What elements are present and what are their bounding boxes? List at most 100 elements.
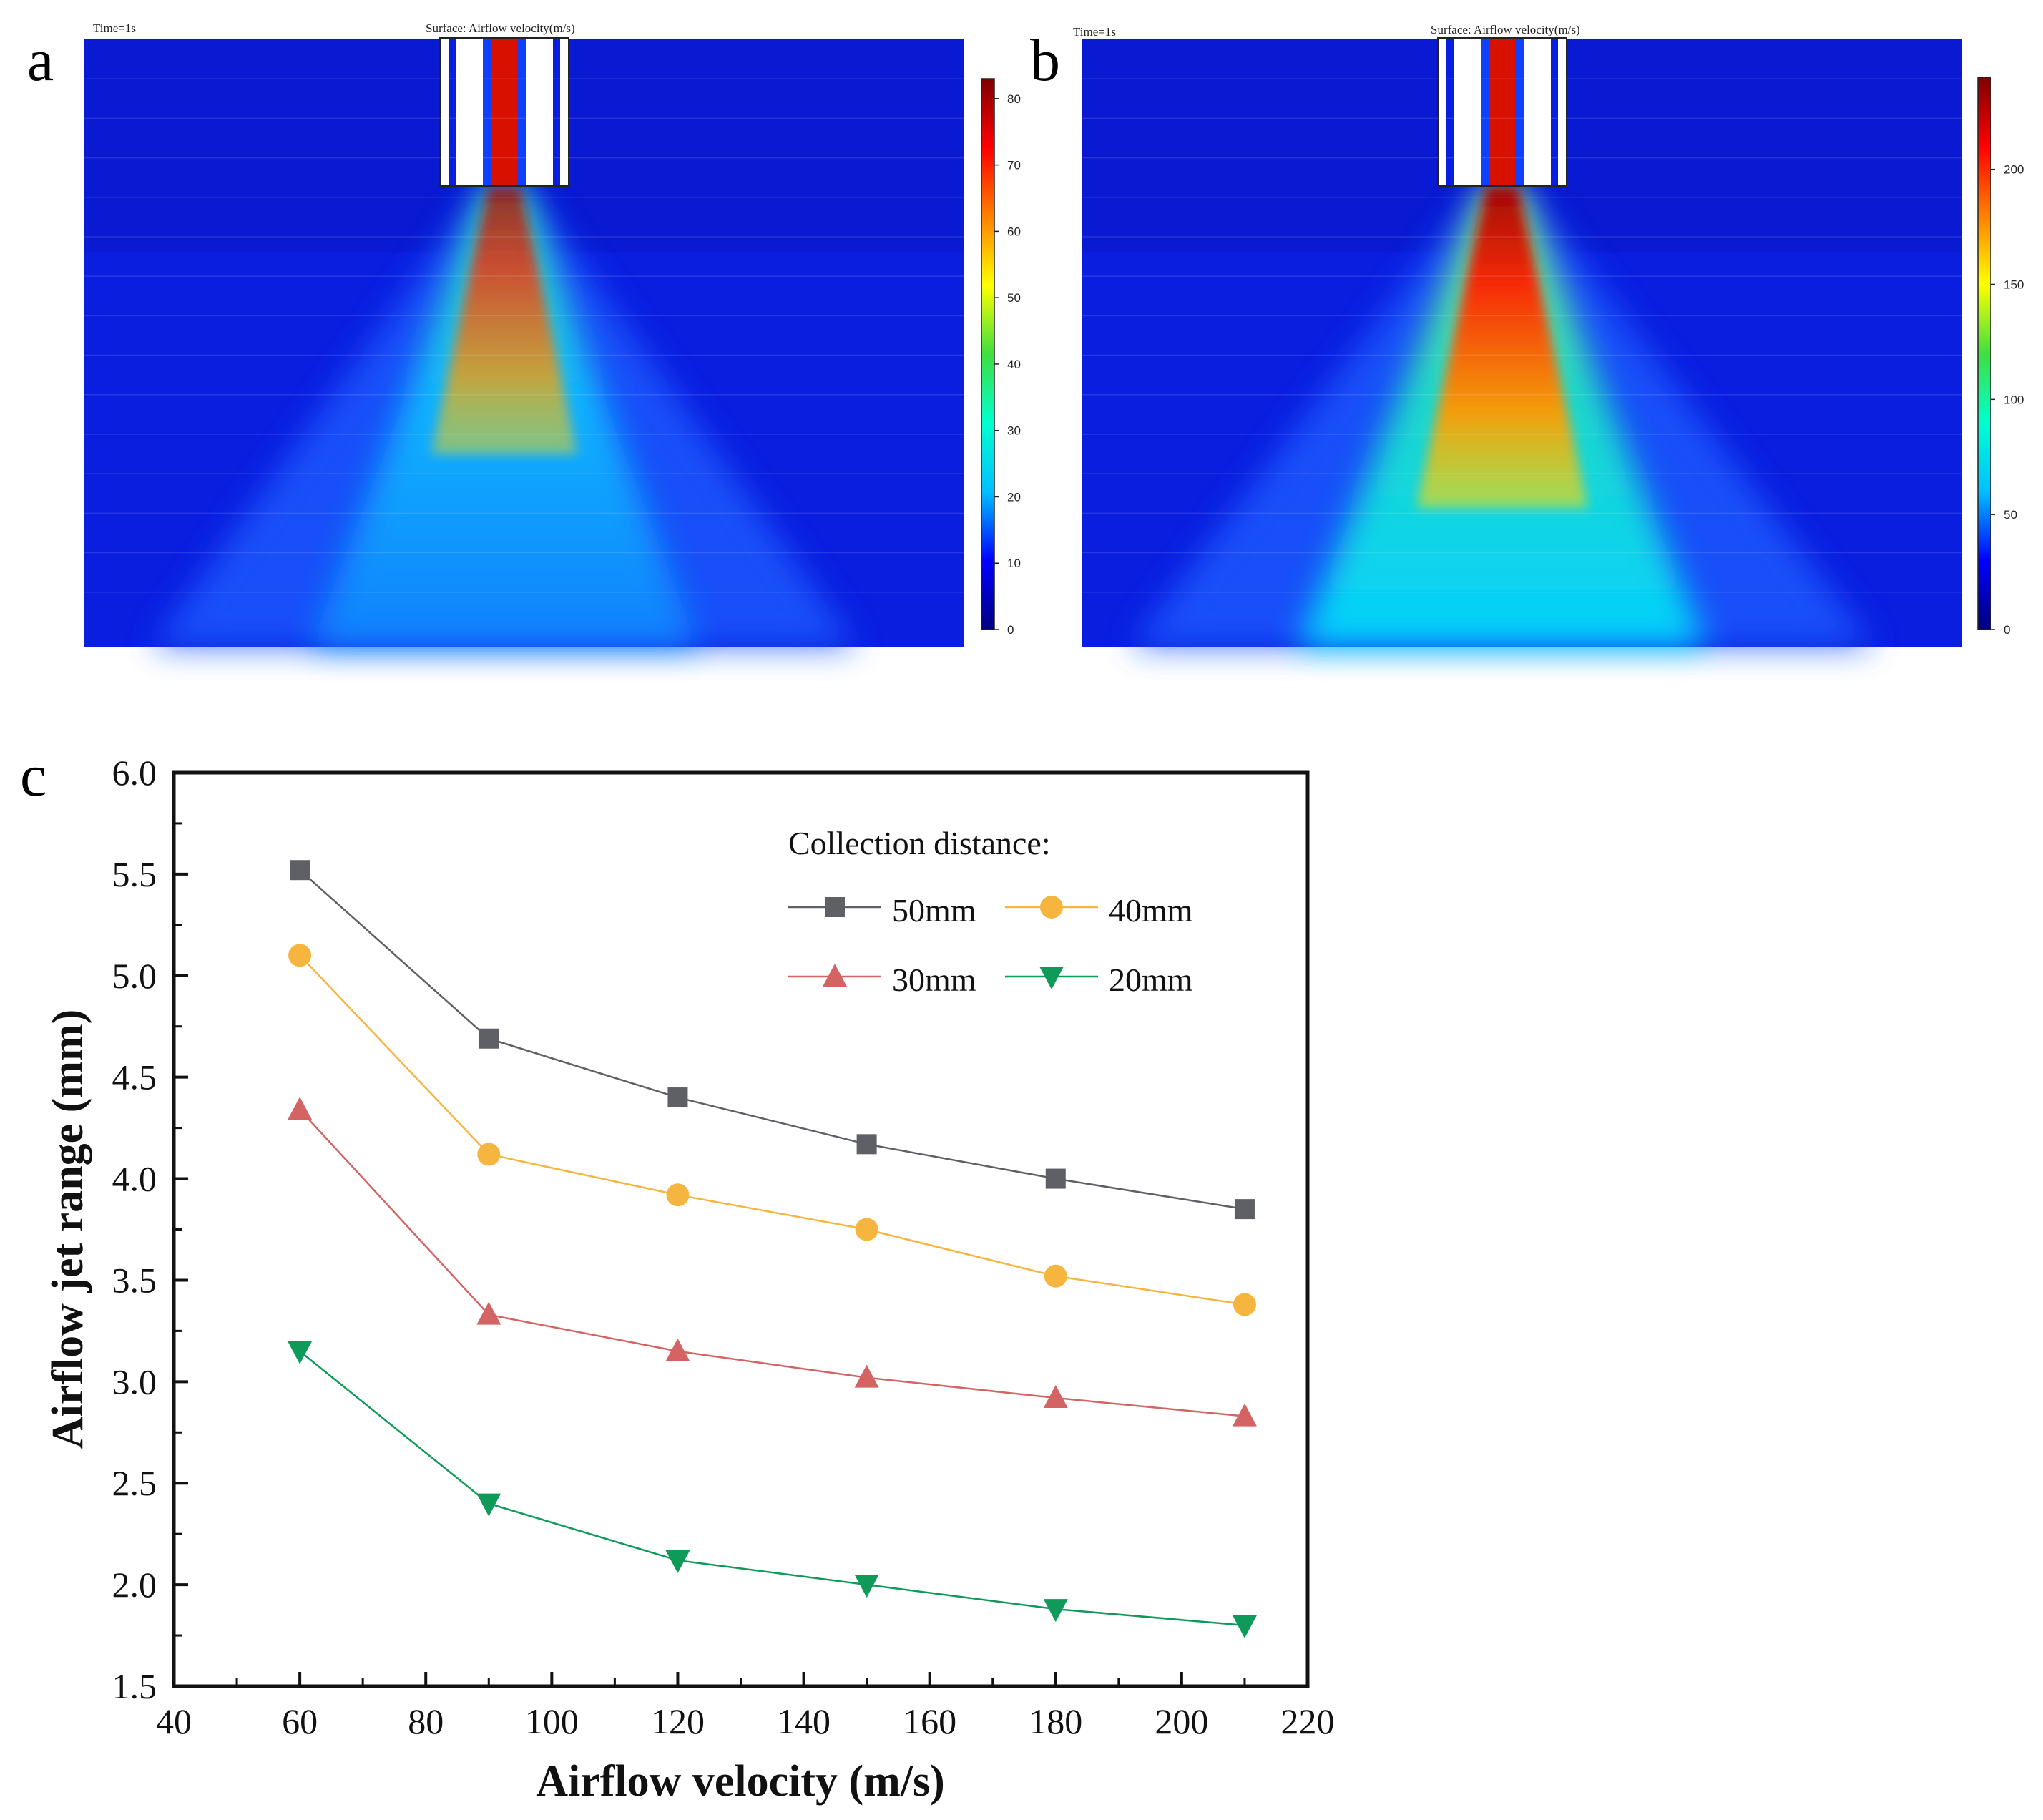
data-point [854,1364,879,1388]
data-point [288,944,312,967]
series-20mm [288,1341,1257,1638]
colorbar-tick-label: 0 [1007,623,1014,637]
data-point [1234,1199,1255,1220]
data-point [1044,1264,1067,1288]
legend-title: Collection distance: [788,825,1051,861]
x-tick-label: 100 [525,1701,579,1741]
surface-label-a: Surface: Airflow velocity(m/s) [426,21,575,35]
data-point [854,1575,879,1598]
data-point [1043,1599,1068,1623]
panel-letter-b: b [1030,27,1060,94]
data-point [290,860,310,881]
series-line [299,869,1245,1210]
y-tick-label: 1.5 [112,1666,157,1706]
legend-item-20mm: 20mm [1005,962,1193,998]
x-tick-label: 160 [903,1701,956,1741]
x-axis-title: Airflow velocity (m/s) [536,1757,945,1806]
legend-item-30mm: 30mm [788,962,976,998]
nozzle [1437,37,1567,187]
data-point [288,1097,313,1120]
data-point [667,1087,688,1108]
data-point [476,1301,501,1325]
panel-letter-c: c [20,743,46,809]
x-tick-label: 80 [408,1701,444,1741]
time-label-a: Time=1s [93,21,136,35]
nozzle [439,37,569,187]
nozzle-core-flow [1489,39,1515,185]
x-tick-label: 220 [1281,1701,1335,1741]
colorbar-tick-label: 70 [1007,159,1021,172]
colorbar-tick-label: 100 [2004,393,2024,406]
colorbar-gradient [1977,77,1991,630]
jet-core [1416,186,1588,508]
series-40mm [288,944,1256,1316]
colorbar-gradient [981,78,995,630]
legend-item-40mm: 40mm [1005,892,1193,929]
data-point [288,1341,313,1364]
legend-marker [823,964,847,987]
legend-label: 30mm [892,962,976,998]
colorbar-tick-label: 60 [1007,225,1021,238]
velocity-field-a [84,37,964,647]
y-tick-label: 5.0 [112,956,157,996]
simulation-panel-b: b Time=1s Surface: Airflow velocity(m/s)… [1030,23,2024,647]
colorbar-tick-label: 20 [1007,490,1021,504]
data-point [476,1493,501,1517]
colorbar-tick-label: 40 [1007,358,1021,371]
legend-label: 50mm [892,892,976,929]
x-tick-label: 40 [156,1701,192,1741]
panel-letter-a: a [27,27,54,94]
data-point [477,1143,501,1166]
colorbar-b: 0 50 100 150 200 [1977,77,2024,637]
y-tick-label: 3.0 [112,1361,157,1401]
y-tick-label: 4.5 [112,1057,157,1097]
line-chart-c: c 40 60 80 100 120 140 160 180 200 220 1.5 2.0 2.5 3… [20,743,1335,1806]
y-tick-label: 5.5 [112,854,157,894]
y-axis-title: Airflow jet range (mm) [44,1009,92,1449]
velocity-field-b [1082,37,1962,647]
x-tick-label: 200 [1155,1701,1208,1741]
y-axis: 1.5 2.0 2.5 3.0 3.5 4.0 4.5 5.0 5.5 6.0 [112,753,188,1706]
legend: Collection distance: 50mm 40mm 30mm 20mm [788,825,1193,998]
x-tick-label: 120 [651,1701,705,1741]
legend-marker [825,897,845,917]
legend-label: 40mm [1109,892,1193,929]
colorbar-tick-label: 10 [1007,557,1021,570]
y-tick-label: 6.0 [112,753,157,793]
legend-item-50mm: 50mm [788,892,976,929]
nozzle-right-channel [1551,39,1558,185]
y-tick-label: 3.5 [112,1260,157,1300]
legend-label: 20mm [1109,962,1193,998]
colorbar-tick-label: 50 [2004,508,2017,522]
nozzle-left-channel [1446,39,1454,185]
colorbar-a: 0 10 20 30 40 50 60 70 80 [981,78,1021,637]
series-line [299,1350,1245,1627]
time-label-b: Time=1s [1073,25,1116,39]
nozzle-core-flow [491,39,517,185]
series-50mm [290,860,1255,1220]
y-tick-label: 4.0 [112,1159,157,1199]
colorbar-tick-label: 150 [2004,278,2024,292]
data-point [665,1550,690,1574]
x-tick-label: 60 [282,1701,318,1741]
legend-marker [1039,967,1064,989]
y-tick-label: 2.5 [112,1463,157,1503]
data-point [1233,1293,1256,1316]
data-point [1232,1403,1257,1427]
surface-label-b: Surface: Airflow velocity(m/s) [1431,23,1580,36]
x-tick-label: 180 [1029,1701,1082,1741]
x-tick-label: 140 [777,1701,831,1741]
series-30mm [288,1097,1257,1427]
data-point [856,1134,877,1155]
y-tick-label: 2.0 [112,1565,157,1605]
x-axis: 40 60 80 100 120 140 160 180 200 220 [156,1672,1335,1741]
data-point [1232,1615,1257,1638]
data-point [855,1218,878,1241]
jet-core [431,186,577,454]
colorbar-tick-label: 30 [1007,424,1021,438]
simulation-panel-a: a Time=1s Surface: Airflow velocity(m/s)… [27,21,1021,647]
nozzle-right-channel [553,39,560,185]
legend-marker [1040,896,1063,919]
data-point [479,1028,499,1049]
